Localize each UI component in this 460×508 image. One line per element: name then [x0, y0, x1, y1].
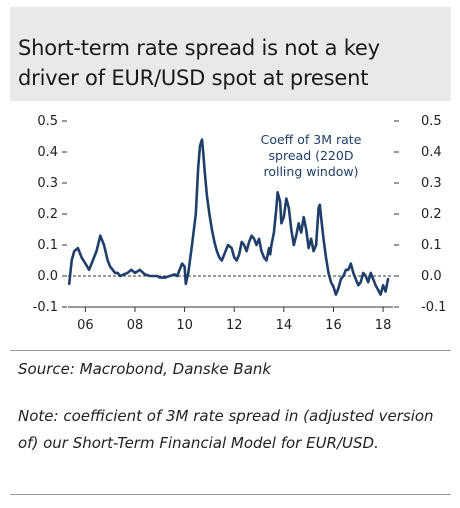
chart-title: Short-term rate spread is not a key driv… [18, 33, 380, 93]
y-tick-label-left: -0.1 [33, 300, 58, 315]
y-tick-label-right: 0.2 [421, 207, 442, 222]
x-tick-label: 06 [77, 318, 94, 333]
y-tick-label-right: -0.1 [421, 300, 446, 315]
series-annotation: spread (220D [269, 148, 354, 163]
x-tick-label: 12 [226, 318, 243, 333]
y-tick-label-left: 0.3 [37, 176, 58, 191]
y-tick-label-left: 0.5 [37, 114, 58, 129]
y-tick-label-right: 0.5 [421, 114, 442, 129]
x-tick-label: 10 [176, 318, 193, 333]
series-annotation: rolling window) [263, 164, 358, 179]
x-tick-label: 16 [325, 318, 342, 333]
coefficient-series-line [67, 138, 390, 296]
divider-top [10, 350, 451, 351]
title-line-2: driver of EUR/USD spot at present [18, 66, 369, 90]
series-annotation: Coeff of 3M rate [261, 132, 362, 147]
line-chart: -0.1 -0.1 0.0 0.0 0.1 0.1 0.2 0.2 0.3 0.3 0.4 0.4 0.… [33, 114, 447, 333]
y-tick-label-left: 0.2 [37, 207, 58, 222]
y-tick-label-right: 0.0 [421, 269, 442, 284]
y-tick-label-left: 0.4 [37, 145, 58, 160]
source-text: Source: Macrobond, Danske Bank [18, 360, 272, 378]
y-tick-label-left: 0.0 [37, 269, 58, 284]
y-tick-label-left: 0.1 [37, 238, 58, 253]
chart-area: -0.1 -0.1 0.0 0.0 0.1 0.1 0.2 0.2 0.3 0.3 0.4 0.4 0.… [10, 101, 451, 349]
y-tick-label-right: 0.1 [421, 238, 442, 253]
x-tick-label: 08 [127, 318, 144, 333]
x-tick-label: 18 [375, 318, 392, 333]
x-tick-label: 14 [276, 318, 293, 333]
y-tick-label-right: 0.3 [421, 176, 442, 191]
note-text: Note: coefficient of 3M rate spread in (… [18, 407, 434, 452]
y-tick-label-right: 0.4 [421, 145, 442, 160]
divider-bottom [10, 494, 451, 495]
title-line-1: Short-term rate spread is not a key [18, 36, 380, 60]
title-panel: Short-term rate spread is not a key driv… [10, 7, 451, 101]
